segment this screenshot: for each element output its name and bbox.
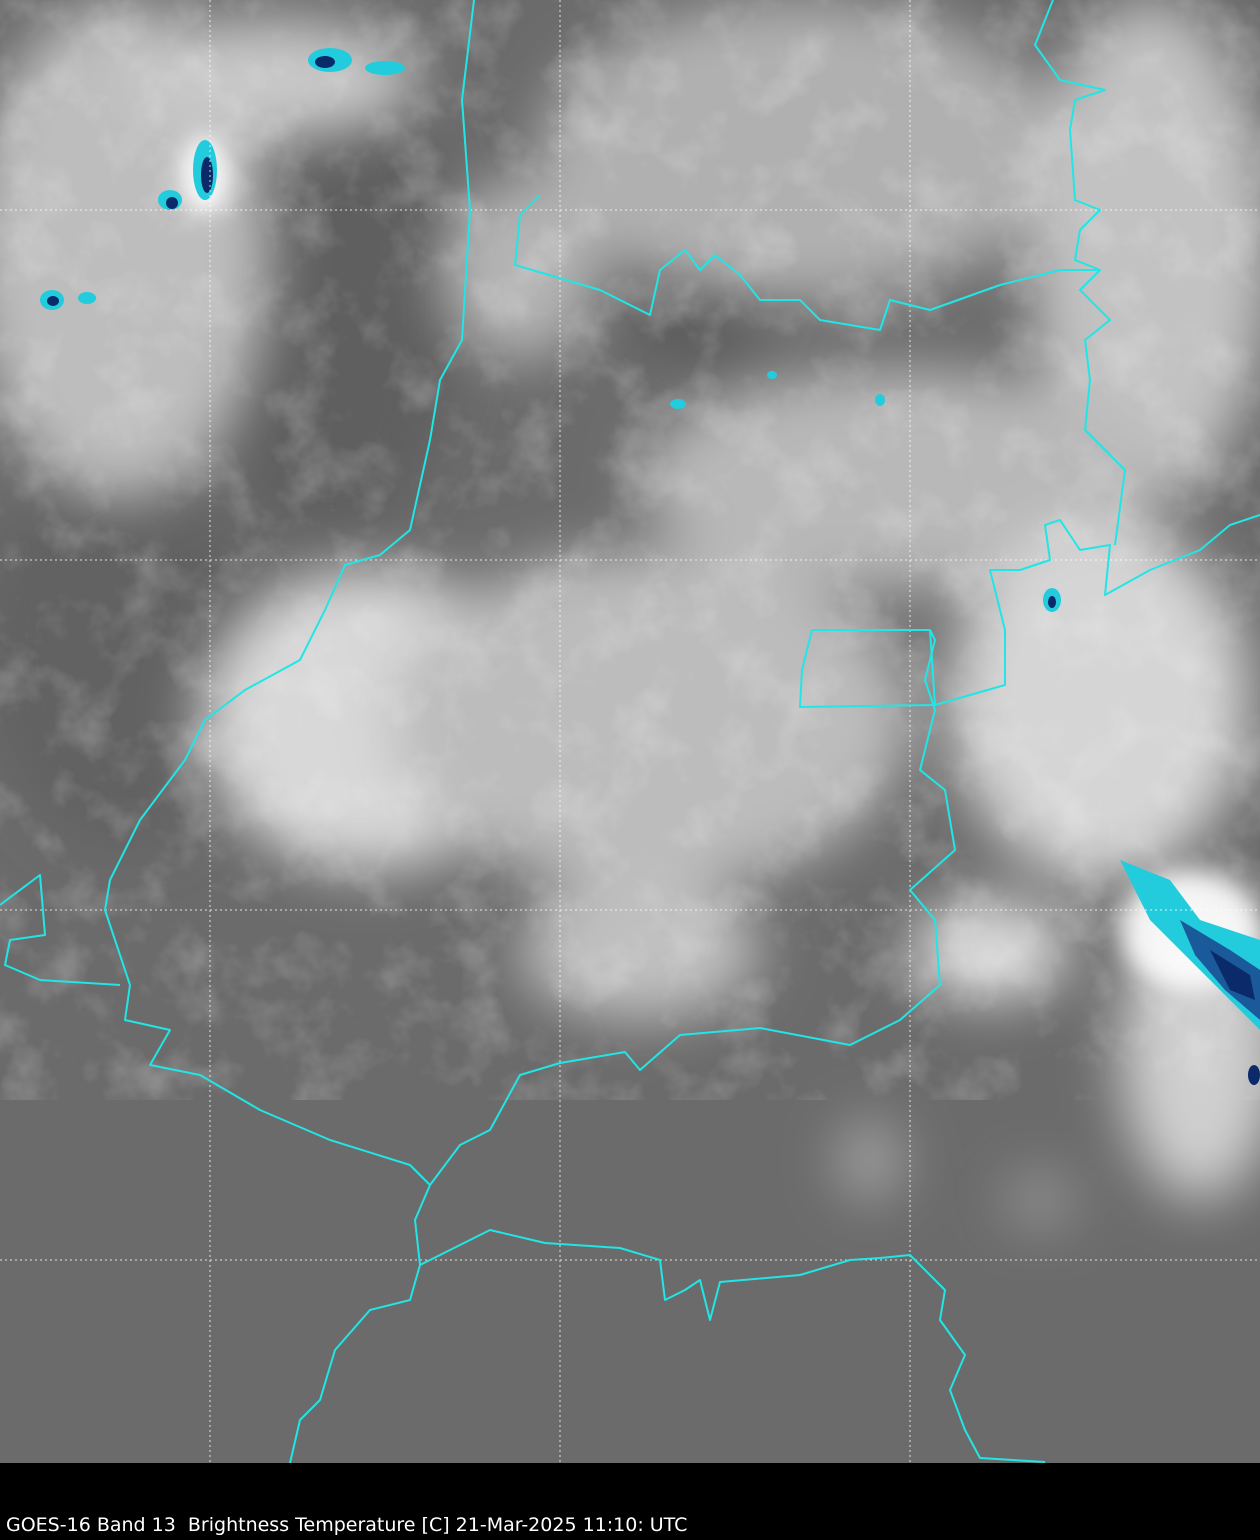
border-line <box>799 629 936 708</box>
cold-cloud-tops <box>40 48 1260 1085</box>
border-line <box>0 874 121 986</box>
satellite-map <box>0 0 1260 1463</box>
country-borders <box>0 0 1260 1463</box>
border-line <box>429 629 956 1186</box>
border-line <box>934 514 1260 706</box>
image-caption: GOES-16 Band 13 Brightness Temperature [… <box>6 1514 688 1536</box>
border-line <box>1034 0 1126 546</box>
border-line <box>419 1229 1046 1463</box>
border-line <box>104 0 475 1463</box>
border-line <box>514 194 1100 331</box>
